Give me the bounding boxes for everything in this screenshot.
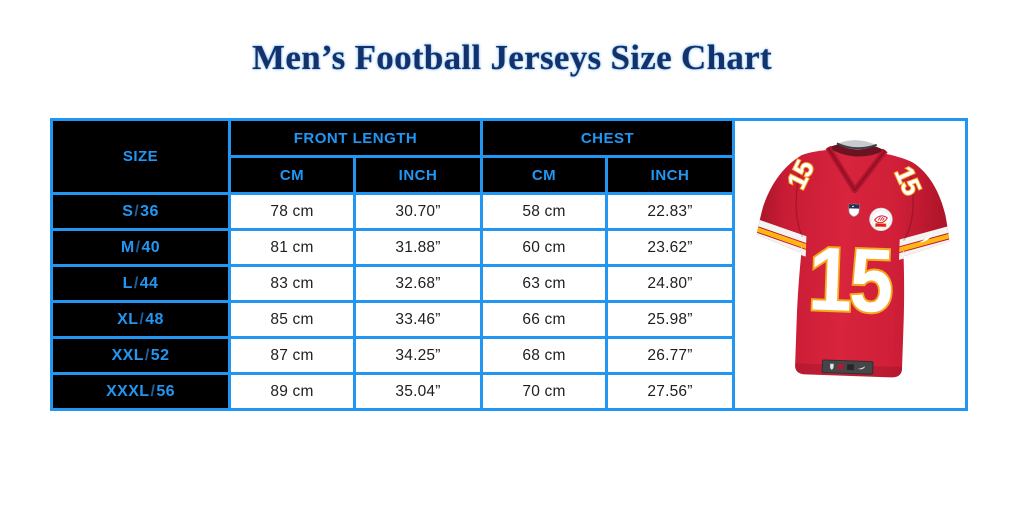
right-armhole-seam (902, 166, 914, 241)
header-row-units: CM INCH CM INCH (52, 155, 735, 195)
size-cell: L/44 (50, 264, 231, 303)
size-cell: XL/48 (50, 300, 231, 339)
size-label: L (122, 274, 133, 292)
size-chart-box: SIZE FRONT LENGTH CHEST CM INCH CM INCH … (50, 118, 968, 411)
nfl-shield-icon (848, 202, 860, 217)
chest-inch-value: 22.83” (605, 192, 735, 231)
table-row: XXXL/56 89 cm 35.04” 70 cm 27.56” (50, 372, 735, 411)
chest-cm-value: 68 cm (480, 336, 608, 375)
jersey-body (756, 149, 950, 377)
chest-inch-value: 27.56” (605, 372, 735, 411)
jersey-image: 15 15 (752, 139, 953, 378)
chest-inch-value: 24.80” (605, 264, 735, 303)
chest-inch-value: 26.77” (605, 336, 735, 375)
size-label: S (122, 202, 134, 220)
chest-cm-value: 60 cm (480, 228, 608, 267)
size-slash: / (133, 274, 139, 292)
front-length-inch-header: INCH (353, 155, 483, 195)
header-row-groups: SIZE FRONT LENGTH CHEST (50, 118, 735, 195)
front-length-inch-value: 35.04” (353, 372, 483, 411)
front-length-cm-value: 89 cm (228, 372, 356, 411)
front-length-cm-value: 78 cm (228, 192, 356, 231)
size-label: M (120, 238, 135, 256)
front-length-inch-value: 33.46” (353, 300, 483, 339)
size-number: 44 (139, 274, 159, 292)
size-cell: XXXL/56 (50, 372, 231, 411)
size-slash: / (144, 346, 150, 364)
chiefs-patch-icon (869, 207, 893, 231)
table-row: XXL/52 87 cm 34.25” 68 cm 26.77” (50, 336, 735, 375)
table-row: L/44 83 cm 32.68” 63 cm 24.80” (50, 264, 735, 303)
chest-inch-header: INCH (605, 155, 735, 195)
chest-cm-value: 66 cm (480, 300, 608, 339)
chest-cm-value: 63 cm (480, 264, 608, 303)
size-slash: / (150, 382, 156, 400)
page-title: Men’s Football Jerseys Size Chart (252, 38, 772, 77)
front-length-cm-value: 83 cm (228, 264, 356, 303)
size-column-header: SIZE (50, 118, 231, 195)
nike-swoosh-icon (919, 230, 933, 242)
size-number: 40 (141, 238, 161, 256)
front-length-cm-value: 81 cm (228, 228, 356, 267)
chest-inch-value: 23.62” (605, 228, 735, 267)
size-slash: / (134, 202, 140, 220)
size-number: 52 (150, 346, 170, 364)
table-row: M/40 81 cm 31.88” 60 cm 23.62” (50, 228, 735, 267)
chest-inch-value: 25.98” (605, 300, 735, 339)
collar (825, 139, 888, 193)
front-length-header: FRONT LENGTH (228, 118, 483, 158)
size-number: 48 (145, 310, 164, 328)
size-number: 56 (156, 382, 175, 400)
size-table: SIZE FRONT LENGTH CHEST CM INCH CM INCH … (50, 118, 735, 411)
chest-cm-value: 70 cm (480, 372, 608, 411)
size-label: XXXL (106, 382, 150, 400)
size-cell: S/36 (50, 192, 231, 231)
front-length-inch-value: 32.68” (353, 264, 483, 303)
front-length-inch-value: 31.88” (353, 228, 483, 267)
table-row: S/36 78 cm 30.70” 58 cm 22.83” (50, 192, 735, 231)
front-length-cm-header: CM (228, 155, 356, 195)
table-row: XL/48 85 cm 33.46” 66 cm 25.98” (50, 300, 735, 339)
chest-number: 15 (807, 228, 893, 331)
size-label: XXL (111, 346, 144, 364)
front-length-inch-value: 30.70” (353, 192, 483, 231)
chest-cm-header: CM (480, 155, 608, 195)
size-label: XL (117, 310, 139, 328)
size-cell: M/40 (50, 228, 231, 267)
size-cell: XXL/52 (50, 336, 231, 375)
page: Men’s Football Jerseys Size Chart SIZE F… (0, 38, 1024, 411)
chest-cm-value: 58 cm (480, 192, 608, 231)
front-length-cm-value: 87 cm (228, 336, 356, 375)
left-armhole-seam (795, 160, 804, 237)
chest-header: CHEST (480, 118, 735, 158)
front-length-inch-value: 34.25” (353, 336, 483, 375)
size-number: 36 (140, 202, 159, 220)
jersey-panel: 15 15 (735, 118, 968, 411)
size-slash: / (135, 238, 141, 256)
size-slash: / (139, 310, 145, 328)
jock-tag (821, 358, 874, 375)
front-length-cm-value: 85 cm (228, 300, 356, 339)
